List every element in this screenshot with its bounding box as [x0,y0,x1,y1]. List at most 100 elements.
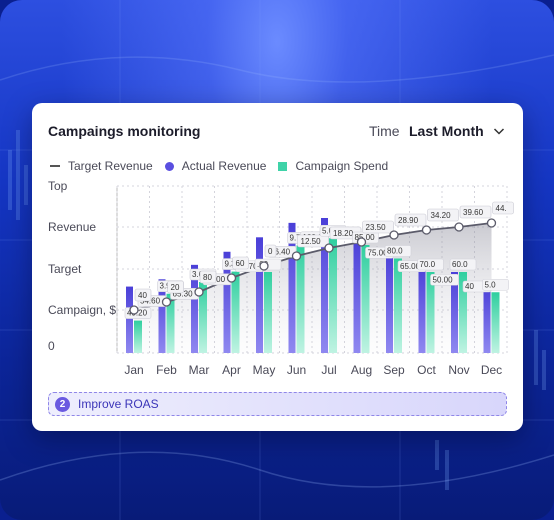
spend-value-label: 5.0 [482,278,509,291]
target-point[interactable] [259,261,269,271]
target-value-label: 34.20 [427,208,459,222]
legend-target-revenue[interactable]: Target Revenue [50,159,153,173]
target-point[interactable] [421,225,432,235]
target-value-label: 20 [167,280,184,294]
actual-revenue-bar[interactable] [223,251,231,353]
time-period-dropdown[interactable]: Last Month [409,121,506,141]
y-axis-label: Campaign, $ [48,303,117,317]
campaign-spend-bar[interactable] [134,320,142,353]
target-value-label: 40 [134,288,152,302]
y-axis-label: Target [48,262,82,276]
target-point[interactable] [161,297,172,307]
actual-value-label: 50.00 [430,273,459,286]
target-value-label: 12.50 [297,234,329,248]
target-value-label: 28.90 [394,213,427,227]
target-value-label: 39.60 [459,205,492,219]
actual-revenue-bar[interactable] [483,285,491,354]
y-axis-label: Top [48,179,68,193]
campaign-spend-bar[interactable] [459,272,467,353]
svg-text:28.90: 28.90 [398,216,419,225]
target-point[interactable] [356,237,367,247]
target-point[interactable] [324,243,334,253]
svg-text:80.0: 80.0 [387,247,403,256]
spend-value-label: 70.0 [417,258,444,271]
svg-text:96.40: 96.40 [270,247,291,256]
legend-actual-revenue[interactable]: Actual Revenue [164,159,266,173]
svg-text:23.50: 23.50 [366,223,387,232]
x-axis-label: Jun [287,363,306,377]
svg-text:0: 0 [268,247,273,256]
time-period-value: Last Month [409,123,484,139]
actual-revenue-bar[interactable] [451,272,458,353]
svg-text:34.20: 34.20 [431,211,452,220]
svg-text:70.0: 70.0 [420,260,436,269]
actual-revenue-bar[interactable] [353,238,361,353]
actual-revenue-bar[interactable] [256,237,263,353]
improve-roas-button[interactable]: 2 Improve ROAS [48,392,507,416]
svg-text:85.00: 85.00 [355,233,376,242]
legend-label: Campaign Spend [295,159,389,173]
actual-revenue-bar[interactable] [158,279,166,353]
campaign-monitoring-card: Campaings monitoring Time Last Month Tar… [32,103,523,431]
campaign-spend-bar[interactable] [296,245,305,353]
svg-text:20: 20 [171,283,180,292]
campaign-spend-bar[interactable] [394,258,402,354]
target-value-label: 23.50 [362,220,394,234]
actual-revenue-bar[interactable] [386,251,393,353]
legend-label: Target Revenue [68,159,153,173]
target-point[interactable] [129,305,139,315]
x-axis-label: Apr [222,363,241,377]
target-point[interactable] [194,287,204,297]
svg-text:50.00: 50.00 [433,275,454,284]
target-point[interactable] [291,251,302,261]
x-axis-label: Sep [383,363,405,377]
svg-text:60.0: 60.0 [452,260,468,269]
target-point[interactable] [389,230,399,240]
actual-revenue-bar[interactable] [191,264,198,353]
actual-revenue-bar[interactable] [418,265,426,353]
svg-text:44.: 44. [496,204,507,213]
campaign-spend-bar[interactable] [166,293,175,353]
spend-value-label: 60.0 [449,258,477,271]
svg-text:54.60: 54.60 [140,297,161,306]
x-axis-label: Jan [124,363,143,377]
target-point[interactable] [226,273,237,283]
actual-revenue-bar[interactable] [126,286,133,353]
target-point[interactable] [486,218,497,228]
target-value-label: 0 [264,244,277,258]
y-axis-label: Revenue [48,220,97,234]
x-axis-label: Feb [156,363,177,377]
target-value-label: 80 [199,270,217,284]
svg-text:39.60: 39.60 [463,208,484,217]
legend-campaign-spend[interactable]: Campaign Spend [278,159,388,173]
campaign-spend-bar[interactable] [329,238,337,353]
svg-text:18.20: 18.20 [333,229,354,238]
campaign-spend-bar[interactable] [361,245,370,353]
target-value-label: 44. [492,201,514,215]
card-title: Campaings monitoring [48,123,201,139]
improve-roas-label: Improve ROAS [78,397,159,411]
x-axis-label: May [253,363,276,377]
campaign-spend-bar[interactable] [264,272,272,353]
time-label: Time [369,123,400,139]
actual-revenue-bar[interactable] [321,218,328,353]
actual-revenue-bar[interactable] [288,222,296,353]
svg-text:65.30: 65.30 [173,289,194,298]
campaign-spend-bar[interactable] [491,292,500,353]
x-axis-label: Oct [417,363,436,377]
chart-legend: Target Revenue Actual Revenue Campaign S… [50,159,400,173]
campaign-spend-bar[interactable] [199,281,207,353]
x-axis-label: Nov [448,363,469,377]
spend-value-label: 80.0 [384,245,412,257]
svg-text:80: 80 [203,273,212,282]
svg-text:65.00: 65.00 [400,262,421,271]
dot-swatch-icon [164,161,174,171]
campaign-spend-bar[interactable] [231,271,240,353]
svg-text:5.0: 5.0 [485,280,497,289]
svg-text:40: 40 [138,291,147,300]
svg-text:12.50: 12.50 [301,237,322,246]
target-point[interactable] [454,222,464,232]
square-swatch-icon [278,161,288,171]
x-axis-label: Mar [189,363,210,377]
campaign-spend-bar[interactable] [426,272,435,353]
